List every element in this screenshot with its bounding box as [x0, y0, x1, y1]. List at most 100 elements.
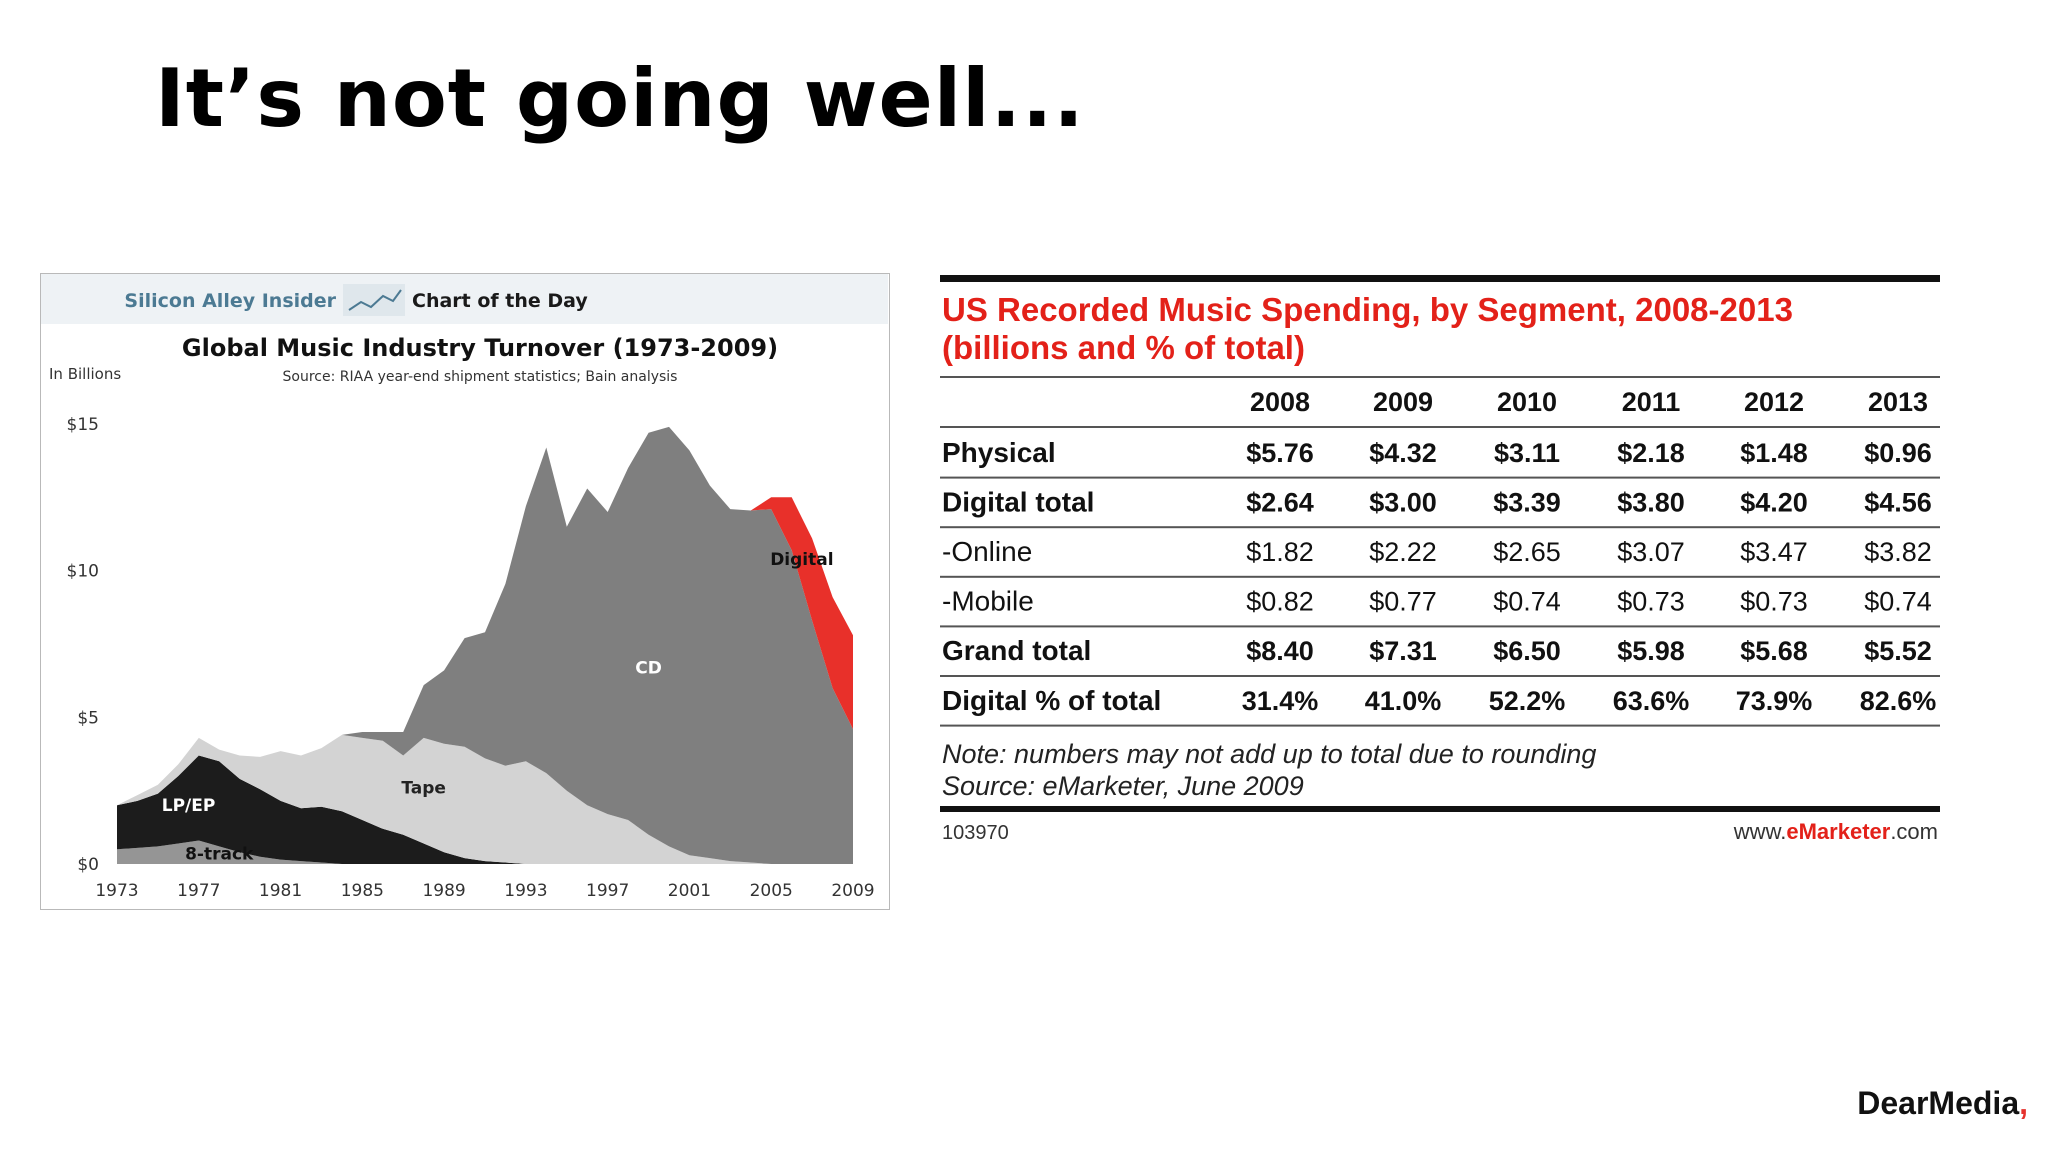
banner-chart-of-day: Chart of the Day: [412, 290, 588, 312]
cell-value: $0.96: [1864, 438, 1932, 468]
cell-value: $2.64: [1246, 487, 1314, 517]
x-tick-label: 1997: [586, 881, 629, 901]
table-row-digital-total: Digital total $2.64 $3.00 $3.39 $3.80 $4.20 $4…: [940, 486, 1940, 529]
series-label-cd: CD: [635, 658, 662, 678]
table-row-digital-of-total: Digital % of total 31.4% 41.0% 52.2% 63.6% 73…: [940, 685, 1940, 727]
cell-value: $4.20: [1740, 487, 1808, 517]
x-tick-label: 1981: [259, 881, 302, 901]
column-header-2011: 2011: [1622, 387, 1681, 417]
cell-value: $5.98: [1617, 636, 1685, 666]
cell-value: 63.6%: [1613, 686, 1690, 716]
cell-value: $1.82: [1246, 537, 1314, 567]
cell-value: $1.48: [1740, 438, 1808, 468]
row-divider: [940, 476, 1940, 479]
cell-value: $5.76: [1246, 438, 1314, 468]
cell-value: 52.2%: [1489, 686, 1566, 716]
cell-value: $4.56: [1864, 487, 1932, 517]
table-source: Source: eMarketer, June 2009: [942, 771, 1304, 801]
cell-value: 41.0%: [1365, 686, 1442, 716]
cell-value: $3.11: [1494, 438, 1560, 468]
column-header-2013: 2013: [1868, 387, 1928, 417]
table-note: Note: numbers may not add up to total du…: [942, 739, 1596, 769]
row-divider: [940, 625, 1940, 628]
y-tick-label: $10: [67, 562, 99, 582]
site-prefix: www.: [1733, 819, 1787, 844]
cell-value: 82.6%: [1860, 686, 1937, 716]
column-header-2010: 2010: [1497, 387, 1557, 417]
table-id: 103970: [942, 822, 1009, 844]
area-tape: [117, 734, 853, 864]
music-spending-table: US Recorded Music Spending, by Segment, …: [940, 275, 1940, 850]
cell-value: $7.31: [1369, 636, 1437, 666]
cell-value: $0.77: [1369, 587, 1437, 617]
x-tick-label: 1977: [177, 881, 220, 901]
table-row-grand-total: Grand total $8.40 $7.31 $6.50 $5.98 $5.68 $5.5…: [940, 635, 1940, 677]
table-row-physical: Physical $5.76 $4.32 $3.11 $2.18 $1.48 $0.96: [940, 437, 1940, 479]
cell-value: 73.9%: [1736, 686, 1813, 716]
series-label-lp-ep: LP/EP: [162, 796, 216, 816]
cell-value: $4.32: [1369, 438, 1437, 468]
emarketer-link[interactable]: www.eMarketer.com: [1733, 819, 1938, 844]
cell-value: $5.52: [1864, 636, 1932, 666]
x-tick-label: 2001: [668, 881, 711, 901]
x-tick-label: 1989: [422, 881, 465, 901]
chart-banner: [41, 274, 888, 324]
x-tick-label: 2005: [750, 881, 793, 901]
site-brand: eMarketer: [1786, 819, 1890, 844]
row-label: -Online: [942, 536, 1032, 567]
cell-value: $0.73: [1617, 587, 1685, 617]
x-tick-label: 1973: [95, 881, 138, 901]
brand-logo: DearMedia,: [1857, 1085, 2028, 1122]
cell-value: 31.4%: [1242, 686, 1319, 716]
cell-value: $3.00: [1369, 487, 1437, 517]
y-tick-label: $15: [67, 415, 99, 435]
cell-value: $5.68: [1740, 636, 1808, 666]
table-title: US Recorded Music Spending, by Segment, …: [942, 291, 1793, 328]
series-label-digital: Digital: [770, 550, 833, 570]
trend-icon: [343, 284, 405, 316]
cell-value: $3.80: [1617, 487, 1685, 517]
column-header-2009: 2009: [1373, 387, 1433, 417]
y-axis-label: In Billions: [49, 365, 121, 383]
row-divider: [940, 724, 1940, 727]
table-row-online: -Online $1.82 $2.22 $2.65 $3.07 $3.47 $3.82: [940, 536, 1940, 578]
row-label: -Mobile: [942, 586, 1034, 617]
y-tick-label: $0: [77, 855, 99, 875]
row-label: Physical: [942, 437, 1056, 468]
table-top-rule: [940, 275, 1940, 282]
series-label-8-track: 8-track: [185, 845, 254, 865]
cell-value: $2.18: [1617, 438, 1685, 468]
cell-value: $3.07: [1617, 537, 1685, 567]
row-divider: [940, 575, 1940, 578]
x-tick-label: 2009: [831, 881, 874, 901]
cell-value: $0.74: [1864, 587, 1932, 617]
cell-value: $6.50: [1493, 636, 1561, 666]
cell-value: $2.65: [1493, 537, 1561, 567]
column-header-2012: 2012: [1744, 387, 1804, 417]
slide-title: It’s not going well...: [155, 52, 1085, 145]
row-divider: [940, 426, 1940, 428]
cell-value: $3.39: [1493, 487, 1561, 517]
cell-value: $2.22: [1369, 537, 1437, 567]
chart-title: Global Music Industry Turnover (1973-200…: [182, 334, 778, 362]
area-lp-ep: [117, 755, 853, 864]
series-label-tape: Tape: [401, 779, 446, 799]
cell-value: $0.73: [1740, 587, 1808, 617]
area-cd: [117, 426, 853, 864]
cell-value: $0.74: [1493, 587, 1561, 617]
music-turnover-chart: Silicon Alley Insider Chart of the Day G…: [40, 273, 890, 910]
cell-value: $8.40: [1246, 636, 1314, 666]
brand-name: DearMedia: [1857, 1085, 2020, 1121]
area-8-track: [117, 840, 853, 864]
row-label: Digital total: [942, 486, 1094, 517]
table-subtitle: (billions and % of total): [942, 329, 1305, 366]
row-divider: [940, 675, 1940, 677]
x-tick-label: 1985: [341, 881, 384, 901]
row-label: Digital % of total: [942, 685, 1161, 716]
site-suffix: .com: [1890, 819, 1938, 844]
cell-value: $3.82: [1864, 537, 1932, 567]
row-label: Grand total: [942, 635, 1091, 666]
chart-subtitle: Source: RIAA year-end shipment statistic…: [283, 369, 678, 385]
banner-source-name: Silicon Alley Insider: [124, 290, 336, 312]
row-divider: [940, 526, 1940, 529]
